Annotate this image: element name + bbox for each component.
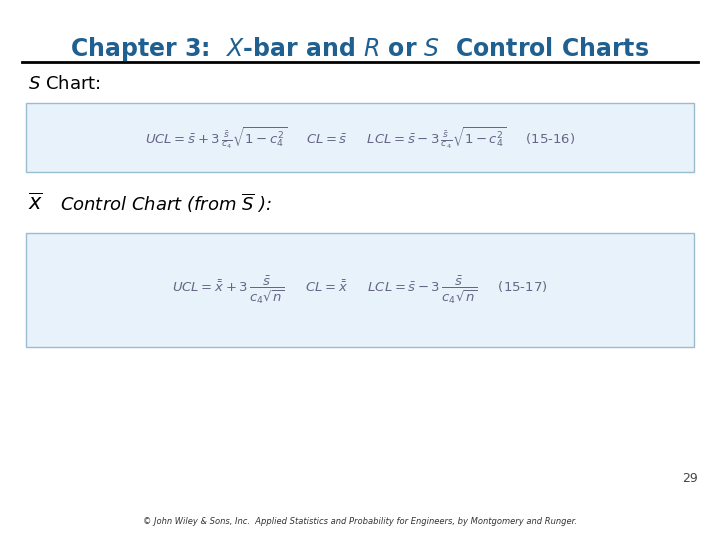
Text: $\overline{x}$: $\overline{x}$ — [28, 192, 43, 213]
Text: Chapter 3:  $\mathit{X}$-bar and $\mathit{R}$ or $\mathit{S}$  Control Charts: Chapter 3: $\mathit{X}$-bar and $\mathit… — [71, 35, 649, 63]
Text: $UCL = \bar{s} + 3\,\frac{\bar{s}}{c_4}\sqrt{1 - c_4^2}$     $CL = \bar{s}$     : $UCL = \bar{s} + 3\,\frac{\bar{s}}{c_4}\… — [145, 125, 575, 151]
FancyBboxPatch shape — [26, 103, 694, 172]
Text: 29: 29 — [683, 472, 698, 485]
Text: $UCL = \bar{\bar{x}} + 3\,\dfrac{\bar{s}}{c_4\sqrt{n}}$     $CL = \bar{\bar{x}}$: $UCL = \bar{\bar{x}} + 3\,\dfrac{\bar{s}… — [172, 274, 548, 306]
Text: Control Chart (from $\overline{S}$ ):: Control Chart (from $\overline{S}$ ): — [60, 192, 272, 215]
Text: © John Wiley & Sons, Inc.  Applied Statistics and Probability for Engineers, by : © John Wiley & Sons, Inc. Applied Statis… — [143, 517, 577, 526]
FancyBboxPatch shape — [26, 233, 694, 347]
Text: $\mathit{S}$ Chart:: $\mathit{S}$ Chart: — [28, 75, 101, 93]
